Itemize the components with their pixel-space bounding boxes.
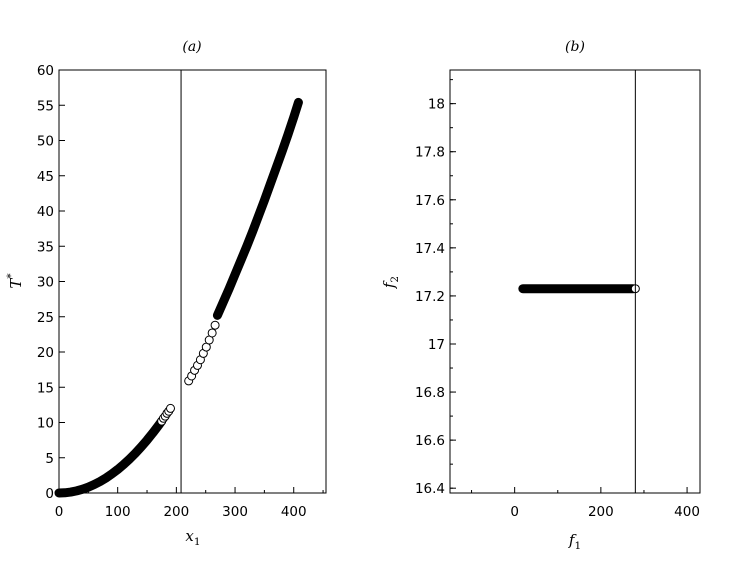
data-point xyxy=(277,147,286,156)
panel-b-y-axis: 16.4 16.6 16.8 17 17.2 17.4 17.6 17.8 18 xyxy=(415,79,456,497)
panel-a-plot-area xyxy=(54,97,303,498)
data-point xyxy=(219,297,228,306)
data-point xyxy=(242,242,251,251)
y-tick-label: 15 xyxy=(37,380,54,396)
panel-a-frame xyxy=(58,69,327,494)
panel-a-x-axis-label: x1 xyxy=(185,527,200,548)
panel-a: (a) 0 5 10 15 20 25 30 35 40 45 50 55 60 0 100 200 300 4… xyxy=(5,39,327,548)
y-tick-label: 17.2 xyxy=(415,289,445,305)
data-point xyxy=(289,113,298,122)
y-tick-label: 16.8 xyxy=(415,385,445,401)
data-point-open xyxy=(210,320,220,330)
panel-a-y-axis-label: T* xyxy=(5,273,25,289)
data-point xyxy=(125,455,134,464)
data-point xyxy=(231,270,240,279)
data-point xyxy=(113,465,122,474)
y-tick-label: 16.4 xyxy=(415,481,445,497)
y-tick-label: 25 xyxy=(37,310,54,326)
data-point xyxy=(225,284,234,293)
data-band xyxy=(54,416,167,498)
data-point xyxy=(96,477,105,486)
panel-a-x-axis: 0 100 200 300 400 xyxy=(55,487,324,520)
panel-b-plot-area xyxy=(518,284,640,294)
y-tick-label: 17.6 xyxy=(415,193,445,209)
data-point xyxy=(294,98,303,107)
y-tick-label: 17 xyxy=(428,337,445,353)
y-tick-label: 40 xyxy=(37,204,54,220)
data-point-open xyxy=(165,403,175,413)
data-point xyxy=(283,130,292,139)
data-point-open xyxy=(207,328,217,338)
x-tick-label: 0 xyxy=(510,504,519,520)
data-point xyxy=(148,428,157,437)
x-tick-label: 200 xyxy=(163,504,189,520)
data-point xyxy=(213,311,222,320)
data-point xyxy=(248,227,257,236)
data-point xyxy=(137,442,146,451)
x-tick-label: 400 xyxy=(281,504,307,520)
x-tick-label: 300 xyxy=(222,504,248,520)
y-tick-label: 18 xyxy=(428,97,445,113)
x-tick-label: 400 xyxy=(674,504,700,520)
data-point xyxy=(254,211,263,220)
panel-b-x-axis: 0 200 400 xyxy=(471,487,700,520)
panel-b-frame xyxy=(449,69,701,494)
y-tick-label: 20 xyxy=(37,345,54,361)
y-tick-label: 17.8 xyxy=(415,145,445,161)
panel-a-y-axis: 0 5 10 15 20 25 30 35 40 45 50 55 60 xyxy=(37,63,65,502)
y-tick-label: 60 xyxy=(37,63,54,79)
y-tick-label: 35 xyxy=(37,239,54,255)
y-tick-label: 30 xyxy=(37,275,54,291)
data-point xyxy=(236,256,245,265)
panel-b: (b) 16.4 16.6 16.8 17 17.2 17.4 17.6 17.8 18 0 20… xyxy=(380,39,701,552)
panel-b-title: (b) xyxy=(565,39,585,55)
data-point xyxy=(266,180,275,189)
data-point xyxy=(90,480,99,489)
y-tick-label: 45 xyxy=(37,169,54,185)
panel-b-y-axis-label: f2 xyxy=(380,276,401,289)
y-tick-label: 10 xyxy=(37,416,54,432)
x-tick-label: 200 xyxy=(588,504,614,520)
data-point xyxy=(119,460,128,469)
data-point xyxy=(272,163,281,172)
panel-a-title: (a) xyxy=(182,39,201,55)
y-tick-label: 55 xyxy=(37,98,54,114)
y-tick-label: 17.4 xyxy=(415,241,445,257)
y-tick-label: 5 xyxy=(45,451,54,467)
data-point xyxy=(260,196,269,205)
x-tick-label: 100 xyxy=(105,504,131,520)
data-point xyxy=(143,436,152,445)
data-point xyxy=(101,473,110,482)
y-tick-label: 16.6 xyxy=(415,433,445,449)
x-tick-label: 0 xyxy=(55,504,64,520)
data-point xyxy=(131,449,140,458)
y-tick-label: 0 xyxy=(45,486,54,502)
y-tick-label: 50 xyxy=(37,134,54,150)
panel-b-x-axis-label: f1 xyxy=(568,531,581,552)
data-point xyxy=(107,469,116,478)
